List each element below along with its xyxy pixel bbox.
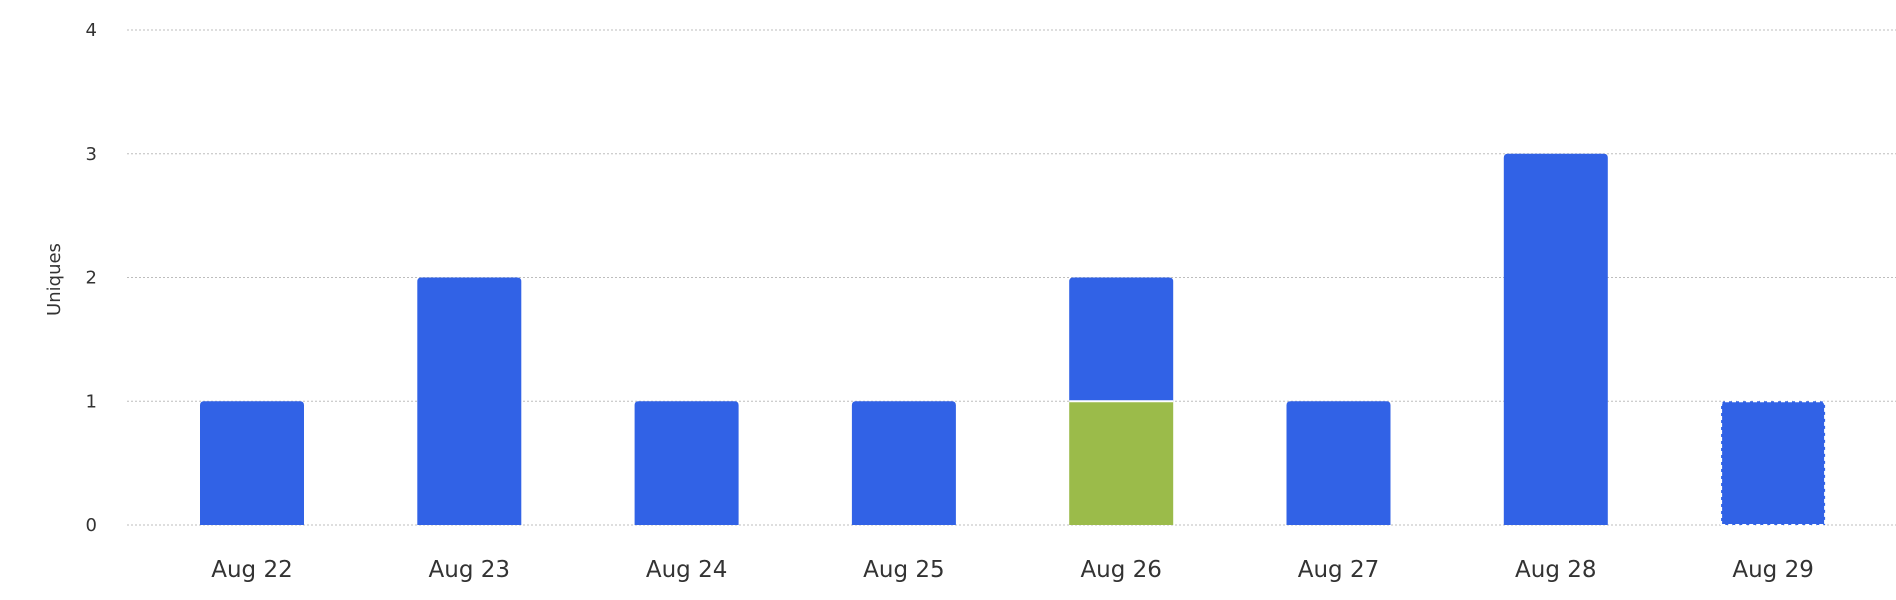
y-tick-label: 3 xyxy=(86,144,97,165)
bar-segment xyxy=(851,401,956,525)
x-tick-label: Aug 26 xyxy=(1080,557,1162,583)
bar-segment xyxy=(200,401,304,525)
bars xyxy=(200,153,1827,526)
x-tick-label: Aug 27 xyxy=(1298,557,1380,583)
y-tick-label: 2 xyxy=(86,268,97,289)
y-tick-label: 4 xyxy=(86,20,97,41)
bar-segment xyxy=(417,277,522,525)
bar-segment xyxy=(1721,401,1826,525)
bar-segment xyxy=(1069,401,1174,525)
bar-segment xyxy=(634,401,739,525)
bar-segment xyxy=(1286,401,1391,525)
y-axis-ticks: 0 1 2 3 4 xyxy=(86,20,97,536)
y-axis-label: Uniques xyxy=(44,243,65,316)
x-tick-label: Aug 29 xyxy=(1732,557,1814,583)
x-axis-ticks: Aug 22 Aug 23 Aug 24 Aug 25 Aug 26 Aug 27 Aug … xyxy=(211,557,1814,583)
x-tick-label: Aug 23 xyxy=(429,557,511,583)
x-tick-label: Aug 28 xyxy=(1515,557,1597,583)
x-tick-label: Aug 25 xyxy=(863,557,945,583)
bar-segment xyxy=(1069,277,1174,402)
x-tick-label: Aug 22 xyxy=(211,557,293,583)
x-tick-label: Aug 24 xyxy=(646,557,728,583)
y-tick-label: 1 xyxy=(86,391,97,412)
incomplete-bar-outline xyxy=(1720,400,1827,526)
y-tick-label: 0 xyxy=(86,515,97,536)
bar-segment xyxy=(1503,153,1608,525)
grid xyxy=(127,29,1896,526)
